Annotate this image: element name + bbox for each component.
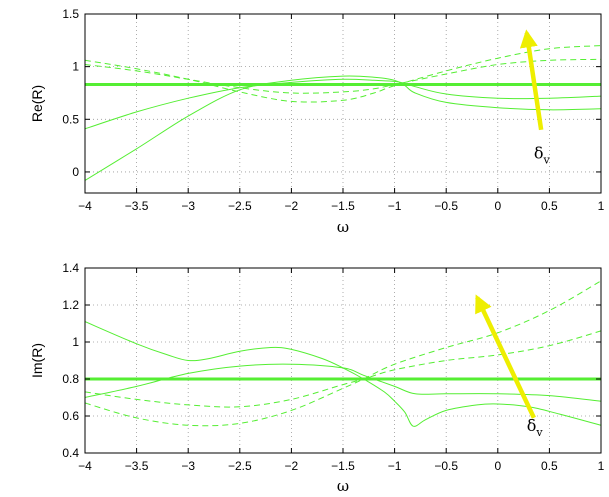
re-r-panel: −4 −3.5 −3 −2.5 −2 −1.5 −1 −0.5 0 0.5 1 0 0.5 1 1.5 ω Re… [29, 7, 605, 236]
re-series-dashed-line [85, 45, 601, 103]
y-tick-label: 0.6 [62, 409, 79, 423]
x-tick-label: −0.5 [434, 459, 458, 473]
x-tick-label: −4 [78, 199, 92, 213]
x-axis-label: ω [337, 477, 349, 495]
x-axis-label: ω [337, 218, 349, 236]
x-tick-label: −1.5 [331, 459, 355, 473]
delta-arrow [475, 294, 536, 419]
y-axis-label: Re(R) [29, 85, 45, 122]
im-series-solid-line [85, 363, 601, 402]
y-tick-label: 1 [72, 60, 79, 74]
delta-v-annotation: δv [534, 143, 551, 166]
x-tick-label: 1 [598, 459, 605, 473]
x-tick-label: −0.5 [434, 199, 458, 213]
re-series-dashed-line [85, 58, 601, 94]
im-series-dashed-line [85, 280, 601, 427]
x-tick-label: 1 [598, 199, 605, 213]
y-tick-label: 1.4 [62, 261, 79, 275]
x-tick-label: −3 [181, 459, 195, 473]
x-tick-label: −2 [285, 459, 299, 473]
re-series-solid-line [85, 75, 601, 181]
x-tick-label: 0.5 [541, 199, 558, 213]
y-tick-label: 0.5 [62, 112, 79, 126]
delta-v-annotation: δv [527, 416, 544, 439]
delta-arrow [519, 29, 544, 131]
x-tick-label: −1.5 [331, 199, 355, 213]
y-tick-label: 1.2 [62, 298, 79, 312]
y-tick-label: 1 [72, 335, 79, 349]
x-tick-label: −4 [78, 459, 92, 473]
x-tick-label: −3.5 [125, 199, 149, 213]
x-tick-label: −3.5 [125, 459, 149, 473]
y-tick-label: 0.4 [62, 446, 79, 460]
y-tick-label: 1.5 [62, 7, 79, 21]
y-axis-label: Im(R) [29, 343, 45, 378]
re-series-solid-line [85, 78, 601, 130]
x-tick-label: −2.5 [228, 459, 252, 473]
y-tick-label: 0 [72, 165, 79, 179]
x-tick-label: −1 [388, 199, 402, 213]
x-tick-label: −1 [388, 459, 402, 473]
im-series-solid-line [85, 321, 601, 427]
x-tick-label: 0 [494, 459, 501, 473]
x-tick-label: 0 [494, 199, 501, 213]
x-tick-label: 0.5 [541, 459, 558, 473]
x-tick-label: −2.5 [228, 199, 252, 213]
y-tick-label: 0.8 [62, 372, 79, 386]
x-tick-label: −2 [285, 199, 299, 213]
x-tick-label: −3 [181, 199, 195, 213]
im-r-panel: −4 −3.5 −3 −2.5 −2 −1.5 −1 −0.5 0 0.5 1 0.4 0.6 0.8 1 1… [29, 261, 605, 495]
